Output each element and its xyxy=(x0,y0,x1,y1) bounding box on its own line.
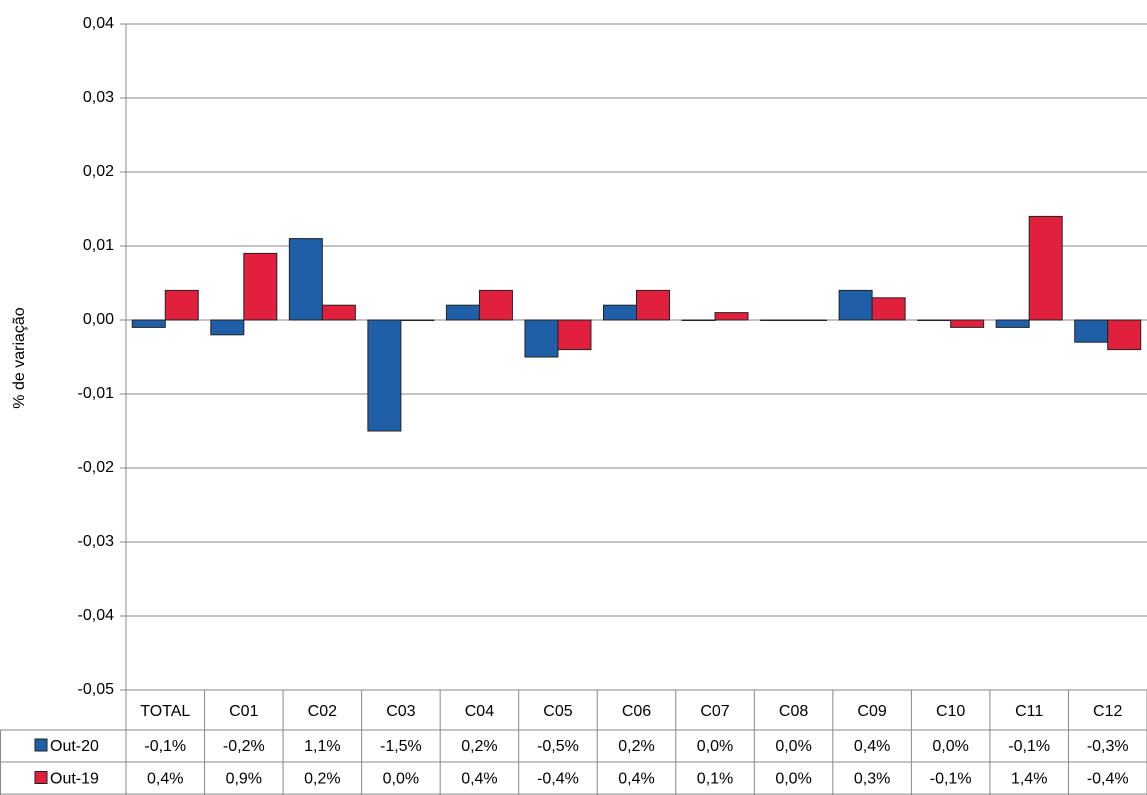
table-cell: 0,3% xyxy=(854,771,890,788)
table-cell: -0,3% xyxy=(1087,738,1129,755)
table-cell: 0,0% xyxy=(697,738,733,755)
table-cell: 0,1% xyxy=(697,771,733,788)
bar xyxy=(950,319,985,328)
table-cell: 0,0% xyxy=(775,771,811,788)
table-cell: -0,2% xyxy=(223,738,265,755)
y-tick-label: 0,01 xyxy=(83,237,114,254)
x-tick-label: C03 xyxy=(386,703,415,720)
bar xyxy=(838,289,873,321)
bar xyxy=(557,319,592,351)
y-tick-label: -0,01 xyxy=(78,385,115,402)
table-cell: 0,4% xyxy=(461,771,497,788)
y-tick-label: -0,02 xyxy=(78,459,115,476)
y-tick-label: 0,03 xyxy=(83,89,114,106)
bar xyxy=(1028,215,1063,321)
y-tick-label: -0,03 xyxy=(78,533,115,550)
y-axis-title: % de variação xyxy=(11,307,28,408)
table-cell: 0,2% xyxy=(304,771,340,788)
table-cell: -0,4% xyxy=(1087,771,1129,788)
table-cell: 0,4% xyxy=(618,771,654,788)
table-cell: 1,4% xyxy=(1011,771,1047,788)
table-cell: 0,0% xyxy=(775,738,811,755)
bar xyxy=(1074,319,1109,343)
bar xyxy=(367,319,402,432)
bar xyxy=(131,319,166,328)
table-cell: 1,1% xyxy=(304,738,340,755)
table-cell: -0,1% xyxy=(930,771,972,788)
bar xyxy=(995,319,1030,328)
legend-swatch xyxy=(34,771,48,784)
x-tick-label: C05 xyxy=(543,703,572,720)
bar xyxy=(1107,319,1142,351)
x-tick-label: C12 xyxy=(1093,703,1122,720)
table-cell: 0,2% xyxy=(461,738,497,755)
bar xyxy=(871,297,906,321)
y-tick-label: -0,04 xyxy=(78,607,115,624)
bar xyxy=(445,304,480,321)
table-cell: 0,9% xyxy=(226,771,262,788)
bar xyxy=(478,289,513,321)
bar xyxy=(917,319,952,321)
x-tick-label: C06 xyxy=(622,703,651,720)
x-tick-label: C04 xyxy=(465,703,494,720)
table-cell: -1,5% xyxy=(380,738,422,755)
bar xyxy=(400,319,435,321)
legend-swatch xyxy=(34,738,48,752)
table-cell: 0,0% xyxy=(383,771,419,788)
y-tick-label: -0,05 xyxy=(78,681,115,698)
bar xyxy=(164,289,199,321)
bar xyxy=(760,319,795,321)
bar xyxy=(636,289,670,321)
x-tick-label: C10 xyxy=(936,703,965,720)
bar xyxy=(793,319,828,321)
bar xyxy=(681,319,716,321)
bar xyxy=(321,304,356,321)
table-cell: -0,5% xyxy=(537,738,579,755)
x-tick-label: C08 xyxy=(779,703,808,720)
bar xyxy=(243,252,278,321)
table-cell: -0,4% xyxy=(537,771,579,788)
table-cell: -0,1% xyxy=(1008,738,1050,755)
bar xyxy=(603,304,637,321)
bar xyxy=(210,319,245,336)
y-tick-label: 0,00 xyxy=(83,311,114,328)
x-tick-label: TOTAL xyxy=(140,703,190,720)
x-tick-label: C02 xyxy=(308,703,337,720)
table-cell: 0,2% xyxy=(618,738,654,755)
x-tick-label: C11 xyxy=(1015,703,1043,720)
x-tick-label: C07 xyxy=(700,703,729,720)
x-tick-label: C09 xyxy=(857,703,886,720)
table-cell: 0,4% xyxy=(147,771,183,788)
bar xyxy=(288,238,323,321)
table-cell: 0,0% xyxy=(932,738,968,755)
legend-label: Out-19 xyxy=(50,771,99,788)
table-cell: 0,4% xyxy=(854,738,890,755)
bar xyxy=(714,312,749,321)
x-tick-label: C01 xyxy=(229,703,258,720)
table-cell: -0,1% xyxy=(144,738,186,755)
y-tick-label: 0,04 xyxy=(83,15,114,32)
bar xyxy=(524,319,559,358)
legend-label: Out-20 xyxy=(50,738,99,755)
y-tick-label: 0,02 xyxy=(83,163,114,180)
